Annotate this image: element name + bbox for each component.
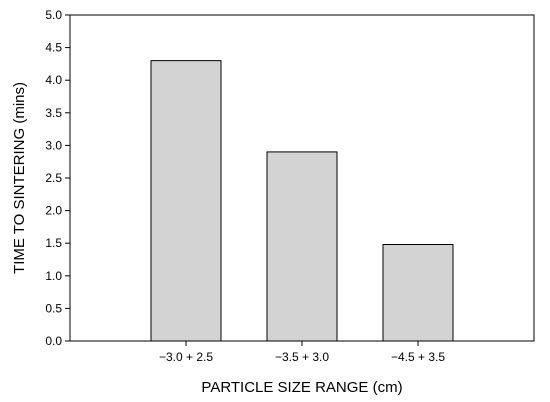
y-tick-label: 5.0: [45, 8, 62, 22]
x-axis-title: PARTICLE SIZE RANGE (cm): [201, 379, 402, 396]
y-axis-title: TIME TO SINTERING (mins): [11, 82, 28, 274]
x-tick-label: −3.5 + 3.0: [275, 350, 329, 364]
y-axis: 0.0 0.5 1.0 1.5 2.0 2.5 3.0 3.5 4.0 4.5 5.0: [45, 8, 70, 348]
y-tick-label: 0.0: [45, 334, 62, 348]
bar: [150, 60, 222, 342]
y-tick-label: 4.0: [45, 73, 62, 87]
x-axis: −3.0 + 2.5 −3.5 + 3.0 −4.5 + 3.5: [159, 341, 445, 364]
x-tick-label: −3.0 + 2.5: [159, 350, 213, 364]
bars: [150, 60, 454, 342]
y-tick-label: 4.5: [45, 41, 62, 55]
y-tick-label: 2.5: [45, 171, 62, 185]
bar: [382, 244, 454, 342]
y-tick-label: 3.0: [45, 138, 62, 152]
x-tick-label: −4.5 + 3.5: [391, 350, 445, 364]
bar: [266, 151, 338, 342]
y-tick-label: 3.5: [45, 106, 62, 120]
y-tick-label: 2.0: [45, 204, 62, 218]
y-tick-label: 1.0: [45, 269, 62, 283]
y-tick-label: 0.5: [45, 301, 62, 315]
y-tick-label: 1.5: [45, 236, 62, 250]
